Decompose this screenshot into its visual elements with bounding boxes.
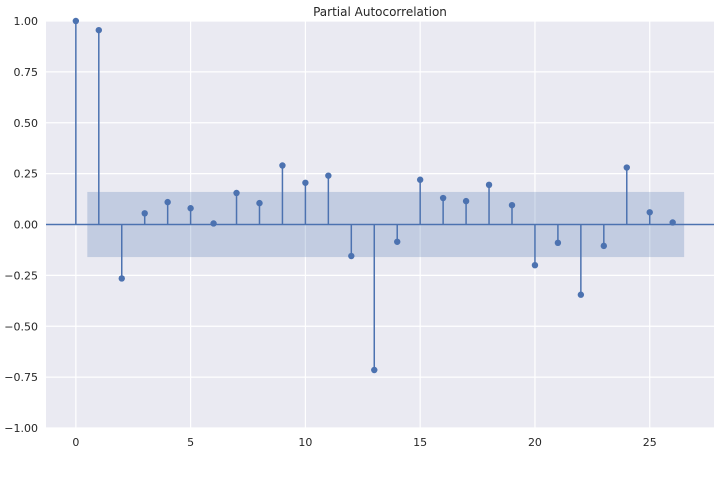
marker-lag-13 bbox=[371, 366, 378, 374]
marker-lag-4 bbox=[164, 198, 171, 206]
x-tick-label: 5 bbox=[187, 436, 194, 449]
marker-lag-24 bbox=[623, 164, 630, 171]
marker-lag-5 bbox=[187, 205, 194, 212]
y-tick-label: 0.25 bbox=[14, 168, 39, 181]
marker-lag-26 bbox=[669, 219, 676, 226]
y-tick-label: 1.00 bbox=[14, 15, 39, 28]
markers bbox=[72, 17, 676, 374]
y-tick-label: −0.50 bbox=[4, 320, 38, 333]
marker-lag-7 bbox=[233, 189, 240, 197]
y-tick-label: −0.75 bbox=[4, 371, 38, 384]
marker-lag-16 bbox=[439, 194, 447, 202]
marker-lag-25 bbox=[646, 209, 653, 216]
marker-lag-15 bbox=[416, 176, 424, 183]
marker-lag-10 bbox=[302, 179, 309, 186]
marker-lag-11 bbox=[325, 172, 332, 179]
x-tick-label: 0 bbox=[72, 436, 79, 449]
marker-lag-19 bbox=[508, 201, 516, 209]
y-tick-label: −1.00 bbox=[4, 422, 38, 435]
y-tick-label: 0.00 bbox=[14, 219, 39, 232]
y-tick-label: −0.25 bbox=[4, 269, 38, 282]
marker-lag-6 bbox=[210, 220, 217, 227]
marker-lag-14 bbox=[394, 238, 401, 245]
x-tick-label: 10 bbox=[298, 436, 312, 449]
x-tick-label: 25 bbox=[643, 436, 657, 449]
marker-lag-8 bbox=[256, 199, 263, 207]
x-tick-label: 20 bbox=[528, 436, 542, 449]
marker-lag-9 bbox=[279, 162, 286, 169]
marker-lag-22 bbox=[577, 291, 585, 298]
marker-lag-2 bbox=[118, 275, 125, 282]
marker-lag-12 bbox=[348, 252, 355, 260]
x-tick-labels: 0 5 10 15 20 25 bbox=[72, 436, 656, 449]
marker-lag-21 bbox=[554, 239, 562, 247]
marker-lag-3 bbox=[141, 210, 148, 217]
marker-lag-23 bbox=[600, 242, 608, 250]
marker-lag-18 bbox=[485, 181, 493, 189]
x-tick-label: 15 bbox=[413, 436, 427, 449]
y-tick-label: 0.75 bbox=[14, 66, 39, 79]
marker-lag-17 bbox=[462, 197, 470, 205]
stems bbox=[75, 21, 674, 371]
marker-lag-1 bbox=[95, 26, 102, 34]
marker-lag-20 bbox=[531, 262, 539, 269]
chart-title: Partial Autocorrelation bbox=[313, 5, 447, 19]
y-tick-labels: −1.00 −0.75 −0.50 −0.25 0.00 0.25 0.50 0.75 1.00 bbox=[4, 15, 38, 435]
y-tick-label: 0.50 bbox=[14, 117, 39, 130]
marker-lag-0 bbox=[72, 17, 80, 25]
